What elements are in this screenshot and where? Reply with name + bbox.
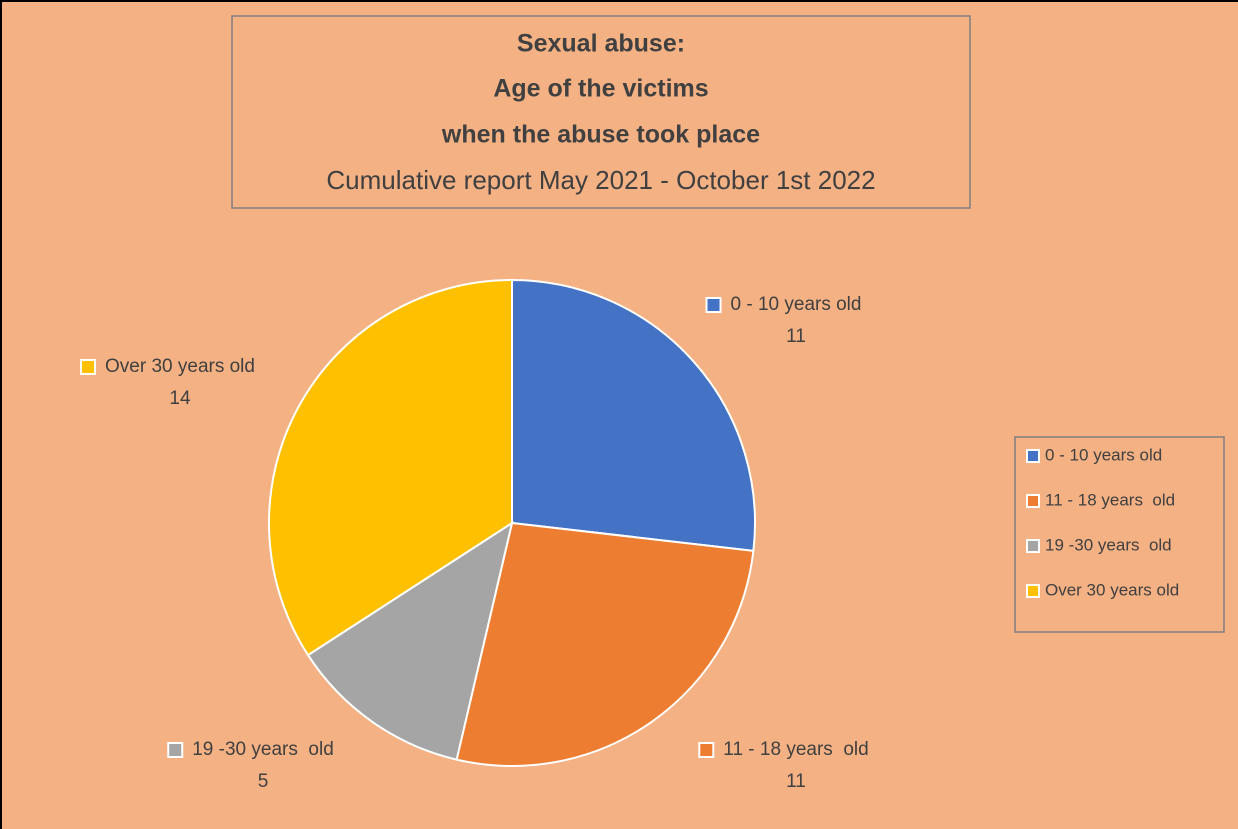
data-label-value: 14 <box>169 388 191 409</box>
legend-swatch <box>1026 449 1040 463</box>
pie-slice <box>306 520 514 761</box>
chart-title: Age of the victims <box>493 75 708 103</box>
data-label-swatch <box>167 742 184 758</box>
pie-slice <box>455 521 755 767</box>
data-label-category: 0 - 10 years old <box>731 294 862 315</box>
legend-label: Over 30 years old <box>1045 580 1179 599</box>
data-label-value: 11 <box>786 771 806 792</box>
data-label-category: Over 30 years old <box>105 356 255 377</box>
data-label-value: 11 <box>786 326 806 347</box>
legend-swatch <box>1026 584 1040 598</box>
chart-title: when the abuse took place <box>441 121 760 149</box>
pie-slice <box>268 278 513 657</box>
data-label-swatch <box>698 742 715 758</box>
title-box <box>231 15 971 209</box>
legend-swatch <box>1026 539 1040 553</box>
legend-label: 11 - 18 years old <box>1045 490 1175 509</box>
legend-label: 0 - 10 years old <box>1045 445 1162 464</box>
data-label-swatch <box>705 297 722 313</box>
legend-swatch <box>1026 494 1040 508</box>
data-label-swatch <box>80 359 97 375</box>
data-label-category: 19 -30 years old <box>192 739 334 760</box>
data-label-value: 5 <box>258 771 269 792</box>
data-label-category: 11 - 18 years old <box>723 739 868 760</box>
chart-title: Sexual abuse: <box>517 30 685 58</box>
chart-subtitle: Cumulative report May 2021 - October 1st… <box>326 165 875 195</box>
legend-box <box>1014 436 1225 633</box>
legend-label: 19 -30 years old <box>1045 535 1172 554</box>
pie-slice <box>511 278 756 552</box>
